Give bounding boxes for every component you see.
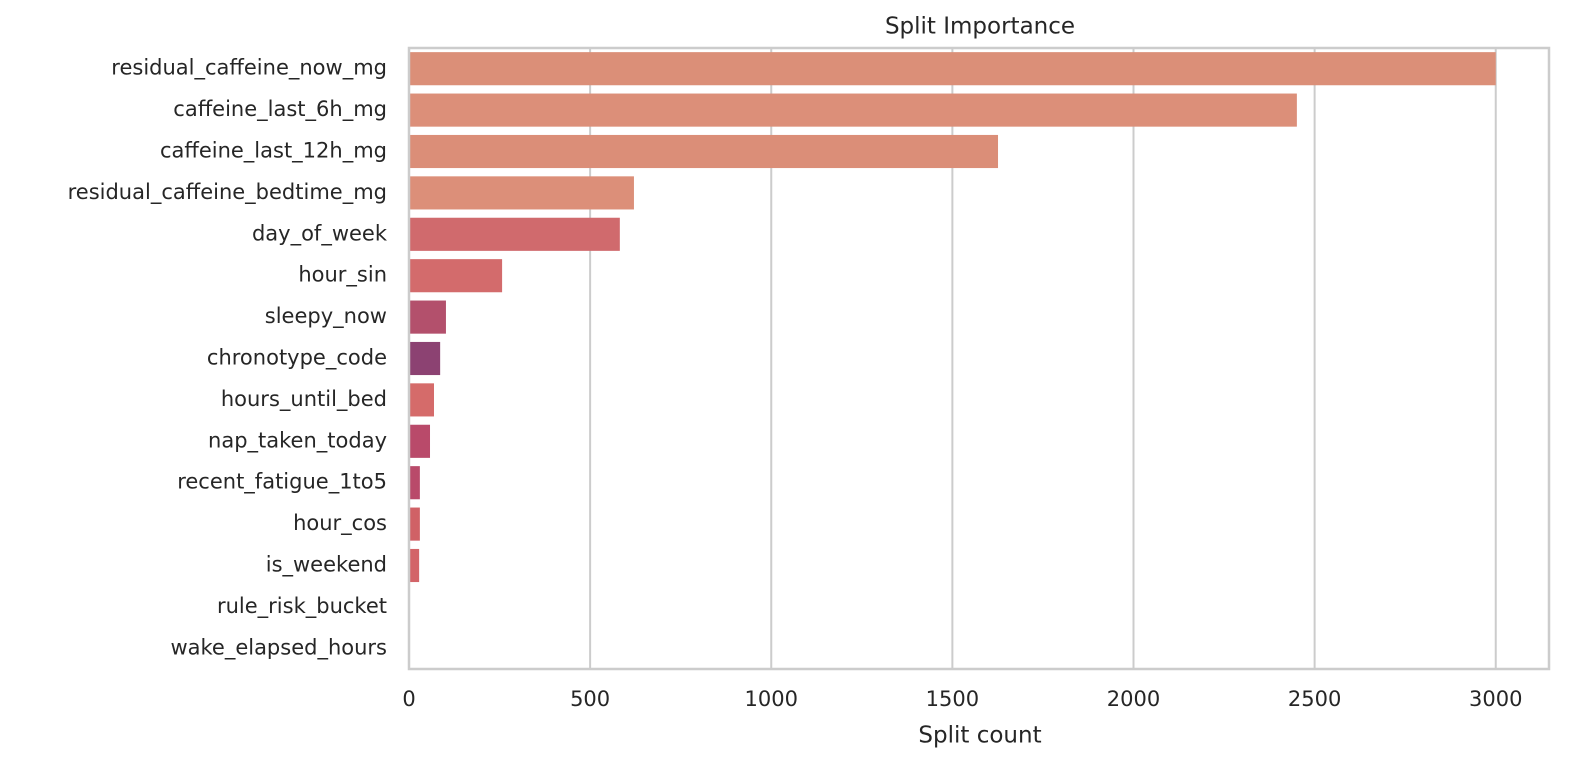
- y-tick-label: caffeine_last_6h_mg: [173, 97, 387, 122]
- x-tick-label: 2000: [1107, 687, 1160, 711]
- chart-title: Split Importance: [885, 14, 1075, 40]
- y-tick-label: is_weekend: [266, 553, 387, 578]
- y-tick-label: hour_cos: [293, 511, 387, 536]
- x-tick-label: 3000: [1469, 687, 1522, 711]
- y-tick-label: nap_taken_today: [208, 428, 387, 453]
- bar: [409, 52, 1496, 86]
- y-tick-label: residual_caffeine_bedtime_mg: [68, 180, 387, 205]
- bar: [409, 134, 999, 169]
- bar: [409, 93, 1297, 127]
- x-axis-label: Split count: [918, 723, 1041, 749]
- x-tick-label: 1500: [926, 687, 979, 711]
- y-tick-label: wake_elapsed_hours: [170, 635, 387, 660]
- bar: [409, 507, 420, 541]
- x-tick-label: 0: [402, 687, 415, 711]
- y-tick-label: day_of_week: [252, 221, 388, 246]
- x-tick-label: 1000: [745, 687, 798, 711]
- y-tick-label: caffeine_last_12h_mg: [160, 139, 387, 164]
- bar: [409, 548, 420, 583]
- y-tick-label: sleepy_now: [265, 304, 387, 329]
- y-tick-label: rule_risk_bucket: [217, 594, 387, 619]
- bar: [409, 176, 634, 210]
- y-tick-label: chronotype_code: [207, 346, 387, 371]
- x-tick-label: 500: [570, 687, 610, 711]
- bar: [409, 341, 441, 376]
- bar: [409, 217, 620, 251]
- bar: [409, 424, 431, 458]
- plot-frame: [407, 46, 1551, 671]
- x-tick-label: 2500: [1288, 687, 1341, 711]
- bar: [409, 466, 420, 500]
- y-tick-label: residual_caffeine_now_mg: [111, 56, 387, 81]
- bar: [409, 300, 446, 334]
- y-tick-label: recent_fatigue_1to5: [177, 470, 387, 495]
- bar: [409, 383, 434, 417]
- y-tick-label: hour_sin: [298, 263, 387, 288]
- bar: [409, 259, 503, 293]
- y-tick-label: hours_until_bed: [221, 387, 387, 412]
